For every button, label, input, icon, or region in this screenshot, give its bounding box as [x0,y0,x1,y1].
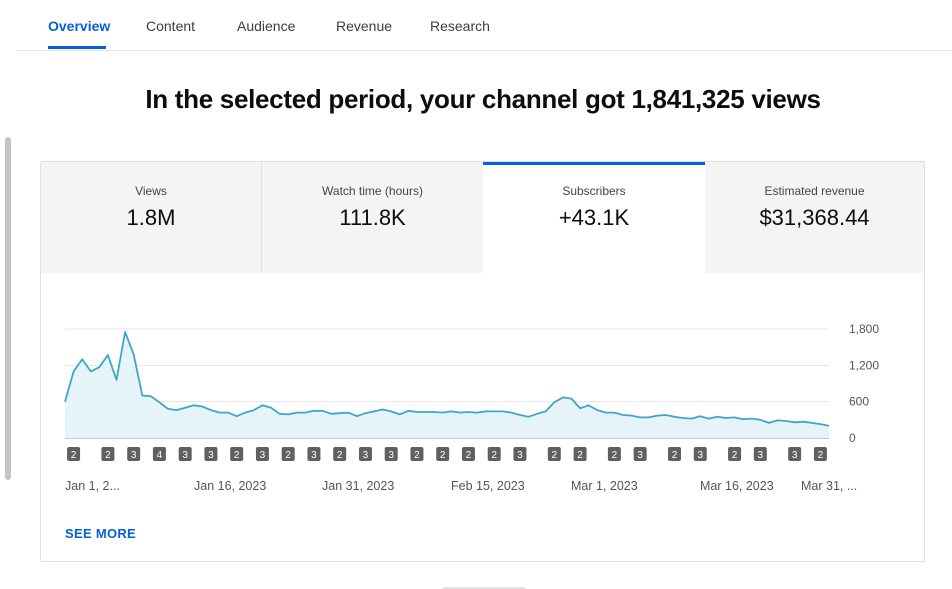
subscribers-chart[interactable]: 1,800 1,200 600 0 2 2 3 4 3 3 2 3 2 3 2 3 3 2 2 2 2 3 2 2 2 3 2 3 2 3… [41,273,924,513]
annotation-marker [281,447,295,461]
annotation-marker [307,447,321,461]
annotation-marker-label: 2 [818,450,824,461]
x-tick-label: Jan 16, 2023 [194,479,266,493]
metric-value: 111.8K [339,205,406,230]
series-line [64,331,830,427]
annotation-marker [667,447,681,461]
annotation-marker-label: 2 [337,450,343,461]
annotation-marker-label: 2 [466,450,472,461]
annotation-marker [67,447,81,461]
page-scrollbar[interactable] [5,137,11,480]
annotation-marker [333,447,347,461]
x-tick-label: Mar 1, 2023 [571,479,638,493]
annotation-marker-label: 3 [637,450,643,461]
y-tick-label: 1,800 [849,322,879,336]
annotation-marker [513,447,527,461]
annotation-marker [788,447,802,461]
annotation-marker [127,447,141,461]
annotation-marker-label: 2 [672,450,678,461]
metric-watch-time[interactable]: Watch time (hours) 111.8K [262,162,483,273]
chart-svg: 1,800 1,200 600 0 2 2 3 4 3 3 2 3 2 3 2 3 3 2 2 2 2 3 2 2 2 3 2 3 2 3… [64,322,879,493]
annotation-marker-label: 3 [792,450,798,461]
analytics-tab-bar: Overview Content Audience Revenue Resear… [16,0,952,51]
x-tick-label: Jan 31, 2023 [322,479,394,493]
tab-content[interactable]: Content [146,18,196,34]
annotation-marker-label: 2 [414,450,420,461]
annotation-marker [728,447,742,461]
annotation-marker [573,447,587,461]
metric-estimated-revenue[interactable]: Estimated revenue $31,368.44 [705,162,924,273]
annotation-marker [178,447,192,461]
annotation-marker-label: 3 [208,450,214,461]
series-area [65,332,829,438]
annotation-marker [753,447,767,461]
annotation-marker [230,447,244,461]
y-tick-label: 0 [849,431,856,445]
tab-revenue[interactable]: Revenue [336,18,393,34]
annotation-marker-label: 2 [71,450,77,461]
annotation-marker [633,447,647,461]
annotation-marker-label: 2 [234,450,240,461]
active-tab-indicator [48,46,106,49]
annotation-marker [436,447,450,461]
y-tick-label: 1,200 [849,358,879,372]
annotation-marker [410,447,424,461]
annotation-marker-label: 2 [552,450,558,461]
metric-value: $31,368.44 [759,205,870,230]
annotation-marker-label: 2 [577,450,583,461]
see-more-link[interactable]: SEE MORE [65,526,137,541]
x-tick-label: Feb 15, 2023 [451,479,525,493]
annotation-marker-label: 3 [363,450,369,461]
annotation-marker [204,447,218,461]
tab-audience[interactable]: Audience [237,18,296,34]
tab-overview[interactable]: Overview [48,18,111,34]
annotation-marker-label: 3 [182,450,188,461]
page-headline: In the selected period, your channel got… [145,84,821,114]
annotation-marker-label: 2 [105,450,111,461]
annotation-marker-label: 2 [491,450,497,461]
metric-views[interactable]: Views 1.8M [41,162,262,273]
x-tick-label: Mar 16, 2023 [700,479,774,493]
metric-value: +43.1K [558,205,630,230]
annotation-marker [255,447,269,461]
annotation-marker-label: 3 [697,450,703,461]
annotation-marker [547,447,561,461]
metric-subscribers[interactable]: Subscribers +43.1K [483,162,705,273]
annotation-marker [384,447,398,461]
overview-card: Views 1.8M Watch time (hours) 111.8K Sub… [40,161,925,562]
metric-label: Views [135,184,167,198]
annotation-marker [358,447,372,461]
annotation-marker-label: 3 [311,450,317,461]
annotation-marker [607,447,621,461]
annotation-marker-label: 4 [157,450,163,461]
annotation-marker-label: 2 [612,450,618,461]
annotation-marker [461,447,475,461]
annotation-marker-label: 3 [517,450,523,461]
annotation-marker-label: 2 [440,450,446,461]
tab-research[interactable]: Research [430,18,490,34]
annotation-marker-label: 2 [285,450,291,461]
metric-value: 1.8M [126,205,176,230]
metric-label: Subscribers [562,184,626,198]
bottom-divider [443,587,525,589]
x-tick-label: Jan 1, 2... [65,479,120,493]
annotation-marker-label: 2 [732,450,738,461]
annotation-marker [693,447,707,461]
annotation-marker-label: 3 [260,450,266,461]
annotation-marker [101,447,115,461]
annotation-marker [813,447,827,461]
metric-label: Watch time (hours) [322,184,423,198]
annotation-marker [487,447,501,461]
x-tick-label: Mar 31, ... [801,479,857,493]
annotation-marker-label: 3 [758,450,764,461]
metric-label: Estimated revenue [764,184,865,198]
annotation-marker-label: 3 [131,450,137,461]
y-tick-label: 600 [849,395,869,409]
annotation-marker-label: 3 [388,450,394,461]
annotation-marker [152,447,166,461]
